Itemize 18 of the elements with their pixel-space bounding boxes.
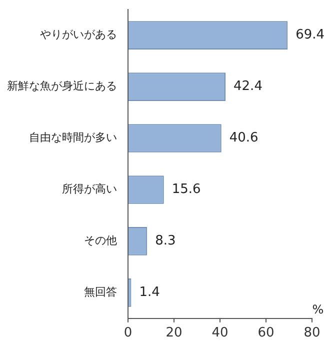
y-tick-label: その他 <box>84 234 117 248</box>
x-axis-title: % <box>312 302 324 317</box>
x-tick-label: 60 <box>258 326 274 341</box>
data-label: 40.6 <box>229 130 258 146</box>
y-tick-label: やりがいがある <box>40 28 117 42</box>
x-tick-label: 0 <box>124 326 132 341</box>
data-label: 42.4 <box>234 79 262 94</box>
y-tick-label: 自由な時間が多い <box>29 131 117 144</box>
data-label: 15.6 <box>172 182 201 198</box>
x-tick-label: 40 <box>212 326 228 341</box>
y-tick-label: 無回答 <box>84 286 117 299</box>
x-tick-label: 80 <box>304 326 320 341</box>
data-label: 69.4 <box>296 28 325 43</box>
data-label: 1.4 <box>139 285 160 300</box>
y-tick-label: 新鮮な魚が身近にある <box>7 80 117 93</box>
x-tick-label: 20 <box>166 326 182 341</box>
data-label: 8.3 <box>155 234 176 249</box>
y-tick-label: 所得が高い <box>62 182 117 196</box>
